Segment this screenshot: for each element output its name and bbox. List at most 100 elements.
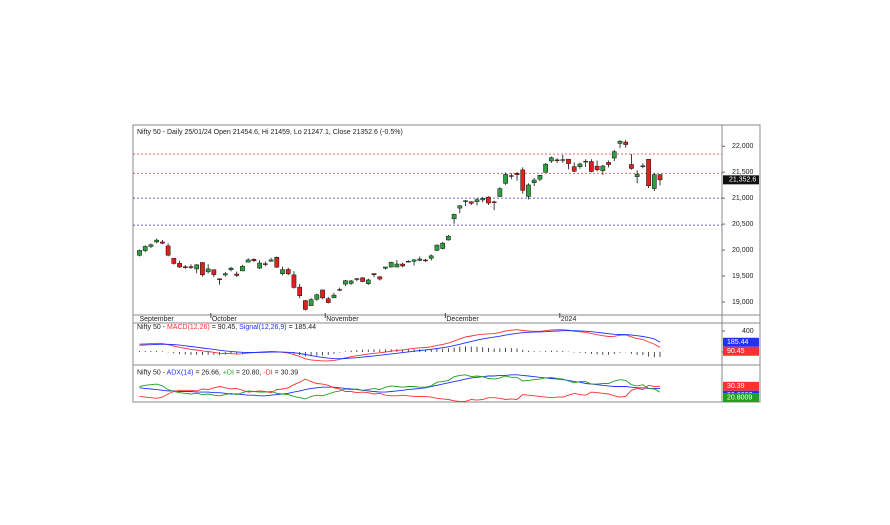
candle-body [154, 239, 160, 243]
candle-body [171, 258, 177, 264]
candle-body [148, 244, 154, 247]
panel-title-prefix: Nifty 50 - [137, 369, 167, 376]
candle-body [320, 289, 325, 299]
candle-body [440, 242, 446, 249]
candle-body [217, 278, 222, 280]
y-tick-label: 21,500 [732, 169, 754, 176]
candle-body [285, 269, 291, 275]
candle-body [257, 262, 262, 269]
candle-body [314, 294, 320, 300]
candle-body [566, 158, 571, 164]
panel-title: Nifty 50 - ADX(14) = 26.66, +DI = 20.80,… [137, 369, 298, 376]
candle-body [503, 174, 508, 184]
candle-body [646, 158, 651, 186]
candle-body [657, 174, 663, 181]
candle-body [371, 273, 377, 276]
candle-body [343, 280, 348, 285]
candle-body [245, 259, 251, 263]
candle-body [200, 262, 205, 276]
candle-body [348, 280, 354, 284]
candle-body [194, 264, 200, 270]
candle-body [617, 140, 623, 144]
frame [132, 124, 761, 403]
y-tick-label: 19,500 [732, 273, 754, 280]
candle-body [446, 235, 451, 241]
candle-body [480, 198, 486, 201]
candle-body [411, 259, 417, 262]
candle-body [457, 205, 463, 209]
y-tick-label: 22,000 [732, 143, 754, 150]
y-tick-label: 400 [742, 328, 754, 335]
candle-body [434, 244, 440, 251]
candle-body [548, 157, 554, 162]
candle-body [388, 262, 394, 268]
candle-body [417, 258, 423, 261]
last-price-box [723, 175, 759, 185]
last-value-box [723, 346, 759, 356]
legend-name: MACD(12,26) [167, 324, 210, 331]
candle-body [383, 266, 388, 269]
y-tick-label: 20,000 [732, 247, 754, 254]
candle-body [526, 184, 531, 197]
series-line [139, 374, 661, 397]
candle-body [634, 173, 640, 177]
candle-body [400, 263, 405, 267]
y-tick-label: 21,000 [732, 195, 754, 202]
candle-body [486, 196, 491, 204]
last-value-box [723, 393, 759, 402]
candle-body [291, 274, 297, 288]
candle-body [188, 266, 194, 268]
candle-body [205, 268, 211, 273]
candle-body [571, 166, 577, 172]
x-tick-label: November [326, 316, 359, 323]
candle-body [583, 160, 589, 163]
candle-body [262, 263, 268, 265]
x-tick-label: September [140, 316, 175, 323]
last-value-box [723, 381, 759, 391]
candle-body [142, 246, 148, 251]
candle-body [222, 273, 228, 276]
candle-body [280, 269, 285, 274]
series-line [139, 330, 661, 360]
candle-body [360, 277, 365, 282]
candle-body [451, 214, 457, 220]
candle-body [560, 159, 566, 161]
candle-body [428, 255, 434, 259]
candle-body [234, 273, 240, 276]
candle-body [423, 259, 428, 262]
legend-value: = 26.66, [193, 369, 222, 376]
candle-body [177, 263, 182, 268]
candle-body [354, 278, 360, 280]
y-tick-label: 20,500 [732, 221, 754, 228]
candle-body [594, 165, 600, 171]
candle-body [228, 267, 234, 271]
candle-body [337, 289, 343, 291]
legend-value: = 90.45, [210, 324, 239, 331]
candle-body [600, 165, 606, 171]
candle-body [468, 201, 474, 204]
candle-body [623, 141, 629, 145]
panel-title: Nifty 50 - MACD(12,26) = 90.45, Signal(1… [137, 324, 316, 331]
candle-body [165, 245, 171, 256]
candle-body [251, 259, 257, 262]
last-price-label: 21,352.6 [729, 177, 756, 184]
candle-body [405, 261, 411, 263]
last-value-label: 30.39 [727, 383, 745, 390]
candle-body [137, 250, 142, 256]
candle-body [377, 276, 383, 280]
candle-body [508, 175, 514, 177]
legend-value: = 185.44 [287, 324, 316, 331]
candle-body [303, 300, 308, 310]
candle-body [606, 162, 611, 165]
candle-body [365, 279, 371, 284]
y-tick-label: 19,000 [732, 299, 754, 306]
candle-body [589, 161, 594, 172]
candle-body [491, 201, 497, 203]
x-tick-label: October [212, 316, 238, 323]
candle-body [611, 151, 617, 159]
candle-body [497, 188, 503, 197]
legend-name: +DI [223, 369, 234, 376]
candle-body [463, 200, 468, 202]
legend-name: ADX(14) [167, 369, 194, 376]
